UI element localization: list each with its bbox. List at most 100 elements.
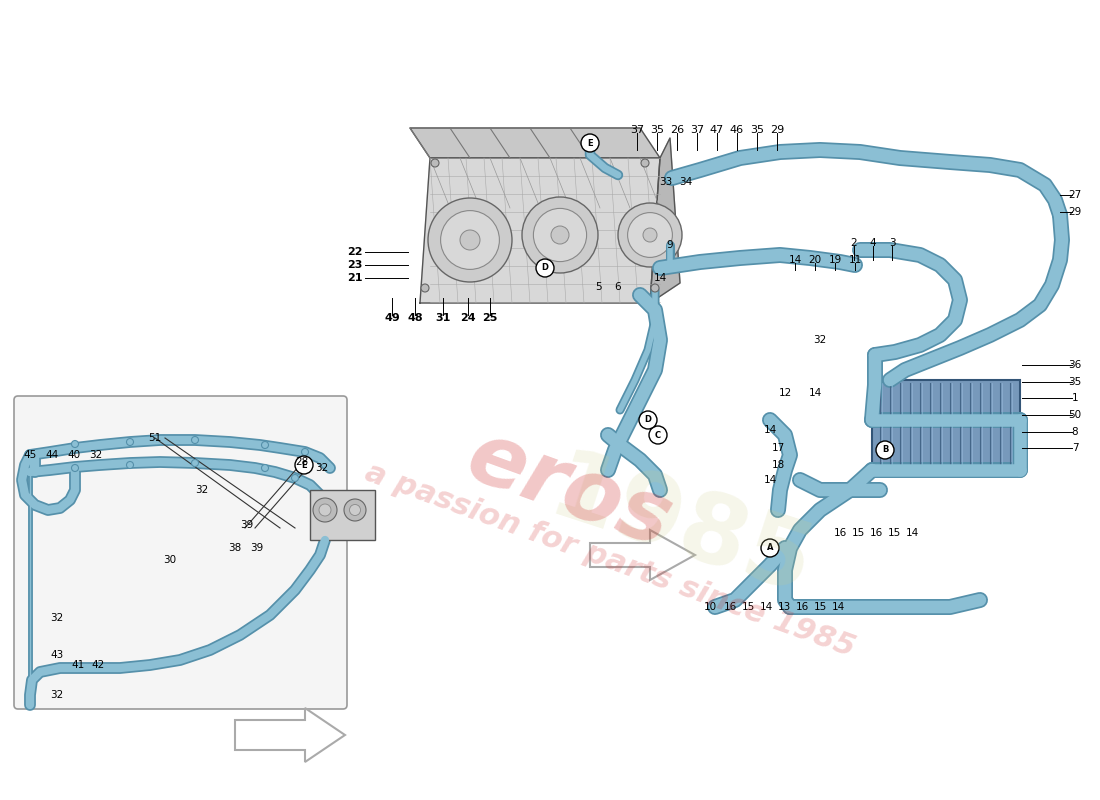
Text: 29: 29 [1068,207,1081,217]
Text: 37: 37 [690,125,704,135]
Circle shape [581,134,600,152]
Circle shape [126,462,133,469]
Text: 18: 18 [771,460,784,470]
Text: 32: 32 [813,335,826,345]
Text: 43: 43 [51,650,64,660]
Circle shape [441,210,499,270]
Text: 49: 49 [384,313,400,323]
Circle shape [628,213,672,258]
Polygon shape [420,158,660,303]
Text: 37: 37 [630,125,645,135]
Text: 46: 46 [730,125,744,135]
Text: 24: 24 [460,313,476,323]
Circle shape [522,197,598,273]
Circle shape [350,505,361,515]
Circle shape [618,203,682,267]
Text: 14: 14 [759,602,772,612]
Text: 32: 32 [51,690,64,700]
Circle shape [126,438,133,446]
Text: 17: 17 [771,443,784,453]
Text: 13: 13 [778,602,791,612]
Text: 32: 32 [316,463,329,473]
Text: 31: 31 [436,313,451,323]
Text: B: B [882,446,888,454]
Text: 15: 15 [888,528,901,538]
Text: 10: 10 [703,602,716,612]
Text: 14: 14 [808,388,822,398]
Text: 14: 14 [763,425,777,435]
Text: 16: 16 [795,602,808,612]
Circle shape [651,284,659,292]
Text: 39: 39 [241,520,254,530]
Circle shape [639,411,657,429]
Text: 48: 48 [407,313,422,323]
Circle shape [644,228,657,242]
Text: 51: 51 [148,433,162,443]
Text: E: E [587,138,593,147]
Text: 14: 14 [653,273,667,283]
Circle shape [292,474,298,482]
Text: 33: 33 [659,177,672,187]
Text: 44: 44 [45,450,58,460]
Text: A: A [767,543,773,553]
Text: 9: 9 [667,240,673,250]
Circle shape [344,499,366,521]
Text: D: D [645,415,651,425]
Text: 42: 42 [91,660,104,670]
Circle shape [72,441,78,447]
Text: 35: 35 [1068,377,1081,387]
Text: 1: 1 [1071,393,1078,403]
Circle shape [421,284,429,292]
Circle shape [191,459,198,466]
Text: 19: 19 [828,255,842,265]
Text: 8: 8 [1071,427,1078,437]
Polygon shape [590,530,695,580]
Text: C: C [654,430,661,439]
Text: 27: 27 [1068,190,1081,200]
Circle shape [72,465,78,471]
Circle shape [431,159,439,167]
Text: 16: 16 [834,528,847,538]
Circle shape [301,449,308,455]
Circle shape [761,539,779,557]
Text: 4: 4 [870,238,877,248]
Text: eros: eros [456,415,683,565]
Circle shape [295,456,313,474]
Text: 5: 5 [595,282,602,292]
Circle shape [262,465,268,471]
Text: E: E [301,461,307,470]
Text: 39: 39 [251,543,264,553]
Text: 6: 6 [615,282,622,292]
Text: 7: 7 [1071,443,1078,453]
Circle shape [536,259,554,277]
Text: a passion for parts since 1985: a passion for parts since 1985 [361,458,859,662]
Text: 32: 32 [89,450,102,460]
Bar [310,490,375,540]
Circle shape [460,230,480,250]
Text: 14: 14 [905,528,918,538]
Text: 20: 20 [808,255,822,265]
Text: 38: 38 [229,543,242,553]
Text: 1985: 1985 [537,444,823,616]
Circle shape [551,226,569,244]
Text: 30: 30 [164,555,177,565]
Circle shape [314,498,337,522]
Text: 14: 14 [789,255,802,265]
Bar [872,380,1020,470]
Circle shape [319,504,331,516]
Text: 50: 50 [1068,410,1081,420]
Text: 35: 35 [650,125,664,135]
Text: D: D [541,263,549,273]
Text: 32: 32 [196,485,209,495]
Polygon shape [410,128,660,158]
FancyBboxPatch shape [14,396,346,709]
Text: 15: 15 [813,602,826,612]
Text: 21: 21 [348,273,363,283]
Text: 16: 16 [869,528,882,538]
Text: 45: 45 [23,450,36,460]
Text: 26: 26 [670,125,684,135]
Text: 11: 11 [848,255,861,265]
Text: 34: 34 [680,177,693,187]
Circle shape [191,437,198,443]
Text: 16: 16 [724,602,737,612]
